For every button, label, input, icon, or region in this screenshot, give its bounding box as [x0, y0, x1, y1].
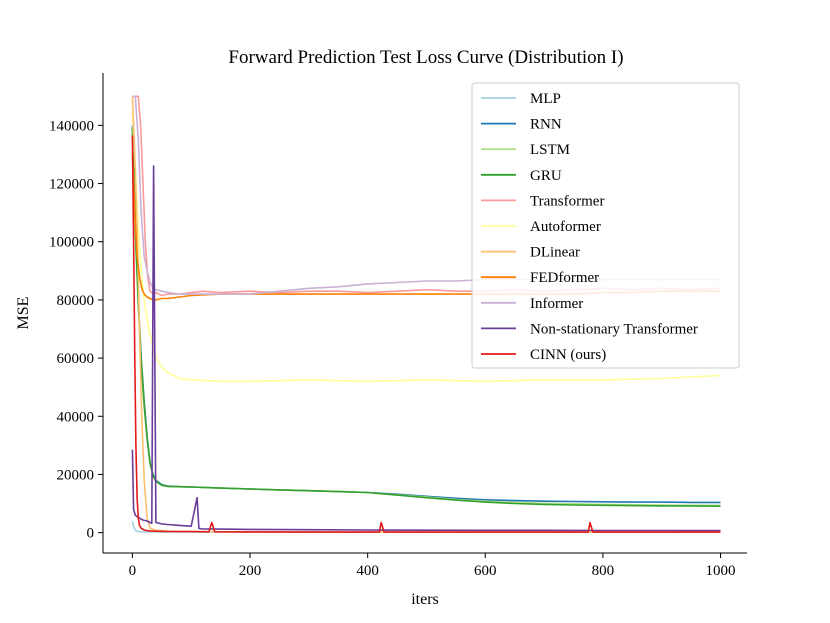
legend-label-gru: GRU [530, 168, 562, 184]
chart-title: Forward Prediction Test Loss Curve (Dist… [228, 47, 623, 68]
series-line-cinn-ours [131, 135, 721, 533]
x-tick-label: 400 [356, 563, 379, 579]
legend-label-mlp: MLP [530, 91, 561, 107]
series-line-non-stationary-transformer [131, 165, 721, 532]
legend-label-cinn-ours: CINN (ours) [530, 347, 606, 363]
y-tick-label: 100000 [49, 235, 94, 251]
legend-label-transformer: Transformer [530, 193, 604, 209]
y-tick-label: 40000 [57, 409, 95, 425]
series-line-gru [131, 128, 721, 507]
legend-box [471, 82, 740, 369]
x-tick-label: 600 [474, 563, 497, 579]
x-tick-label: 200 [239, 563, 262, 579]
x-tick-label: 0 [129, 563, 137, 579]
x-tick-label: 1000 [706, 563, 736, 579]
x-axis-label: iters [411, 591, 439, 608]
legend-label-rnn: RNN [530, 117, 562, 133]
y-tick-label: 60000 [57, 351, 95, 367]
y-tick-label: 140000 [49, 118, 94, 134]
legend-label-autoformer: Autoformer [530, 219, 601, 235]
legend-label-non-stationary-transformer: Non-stationary Transformer [530, 321, 698, 337]
legend-label-lstm: LSTM [530, 142, 570, 158]
y-tick-label: 20000 [57, 467, 95, 483]
legend-label-dlinear: DLinear [530, 245, 580, 261]
y-axis-ticks: 0 20000 40000 60000 80000 100000 120000 140000 [49, 118, 103, 542]
legend: MLP RNN LSTM GRU Transformer Autoformer DLinea… [471, 82, 740, 369]
plot-area [131, 95, 721, 534]
x-axis-ticks: 0 200 400 600 800 1000 [129, 553, 736, 579]
y-tick-label: 80000 [57, 293, 95, 309]
y-axis-label: MSE [15, 297, 32, 330]
legend-label-informer: Informer [530, 296, 583, 312]
y-tick-label: 0 [87, 526, 95, 542]
y-tick-label: 120000 [49, 177, 94, 193]
x-tick-label: 800 [592, 563, 615, 579]
legend-label-fedformer: FEDformer [530, 270, 599, 286]
series-line-autoformer [131, 110, 721, 383]
